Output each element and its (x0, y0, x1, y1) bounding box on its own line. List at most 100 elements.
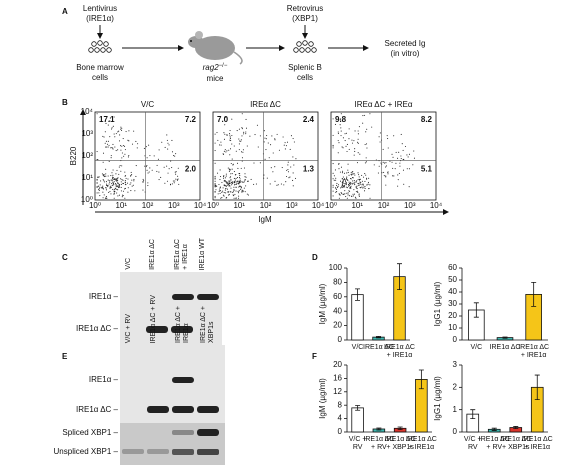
dot (228, 181, 230, 183)
dot (226, 183, 228, 185)
dot (353, 173, 355, 175)
dot (230, 180, 232, 182)
y-tick-label: 10 (448, 323, 457, 332)
dot (122, 145, 124, 147)
dot (111, 182, 113, 185)
dot (106, 184, 108, 187)
dot (243, 181, 245, 183)
dot (332, 134, 334, 136)
dot (384, 162, 386, 164)
dot (107, 175, 109, 177)
dot (102, 185, 104, 187)
dot (345, 132, 347, 134)
dot (346, 187, 349, 189)
dot (99, 195, 101, 197)
dot (109, 187, 111, 189)
dot (402, 169, 404, 171)
dot (400, 158, 402, 160)
dot (117, 149, 119, 151)
dot (113, 189, 115, 191)
x-tick-label: IRE1α ΔC + IRE1α (384, 344, 415, 359)
dot (353, 179, 355, 182)
dot (99, 184, 101, 186)
dot (225, 185, 227, 187)
y-tick-label: 4 (338, 414, 343, 423)
x-tick-label: IRE1α ΔC + IRE1α (518, 344, 550, 359)
dot (175, 173, 177, 175)
dot (130, 182, 132, 184)
dot (358, 194, 360, 196)
dot (113, 190, 115, 192)
dot (406, 154, 408, 156)
dot (352, 195, 354, 197)
y-axis-label: IgM (µg/ml) (318, 283, 327, 324)
error-bar (355, 288, 360, 301)
dot (352, 180, 354, 182)
dot (106, 146, 108, 148)
dot (214, 197, 216, 199)
dot (124, 153, 126, 155)
dot (105, 183, 108, 185)
dot (127, 178, 129, 180)
dot (115, 133, 117, 135)
dot (124, 149, 126, 151)
dot (232, 191, 234, 193)
x-tick-label: IRE1α ΔC + XBP1s (384, 436, 416, 451)
dot (109, 120, 111, 122)
dot (216, 131, 218, 134)
lane-label: IRE1α ΔC + RV (150, 294, 157, 343)
x-tick-label: 10² (142, 201, 154, 210)
dot (406, 168, 408, 170)
dot (106, 197, 108, 199)
dot (350, 172, 352, 174)
dot (125, 130, 127, 133)
dot (214, 195, 216, 197)
dot (108, 191, 110, 193)
row-label: IRE1α – (89, 375, 119, 384)
dot (220, 197, 222, 199)
dot (357, 138, 359, 140)
dot (105, 175, 107, 177)
error-bar (376, 427, 382, 431)
dot (127, 156, 129, 158)
dot (358, 184, 360, 186)
node-text: (in vitro) (391, 49, 420, 58)
dot (277, 184, 279, 186)
dot (222, 194, 224, 196)
dot (223, 179, 225, 182)
dot (387, 173, 389, 175)
cells-icon (293, 40, 317, 53)
x-tick-label: V/C (351, 344, 364, 351)
dot (245, 176, 247, 178)
dot (120, 126, 122, 128)
dot (225, 173, 227, 175)
dot (350, 181, 352, 183)
quadrant-value: 1.3 (303, 165, 315, 174)
dot (339, 124, 341, 126)
row-label: IRE1α ΔC – (76, 405, 119, 414)
dot (238, 173, 240, 175)
x-tick-label: 10¹ (233, 201, 245, 210)
dot (123, 145, 126, 147)
panel-label: D (312, 253, 318, 262)
dot (214, 162, 216, 164)
dot (98, 189, 100, 191)
dot (347, 179, 349, 181)
dot (341, 181, 343, 184)
quadrant-value: 9.8 (335, 115, 347, 124)
dot (115, 185, 117, 187)
panel-label: E (62, 352, 68, 361)
dot (214, 177, 216, 179)
dot (357, 190, 359, 192)
dot (407, 156, 409, 158)
dot (357, 178, 359, 180)
dot (107, 179, 109, 181)
y-tick-label: 10² (81, 151, 93, 160)
dot (166, 134, 168, 136)
dot (96, 192, 98, 194)
dot (338, 197, 340, 199)
dot (111, 180, 113, 182)
dot (344, 193, 346, 195)
dot (336, 191, 338, 193)
y-tick-label: 0 (453, 427, 458, 436)
